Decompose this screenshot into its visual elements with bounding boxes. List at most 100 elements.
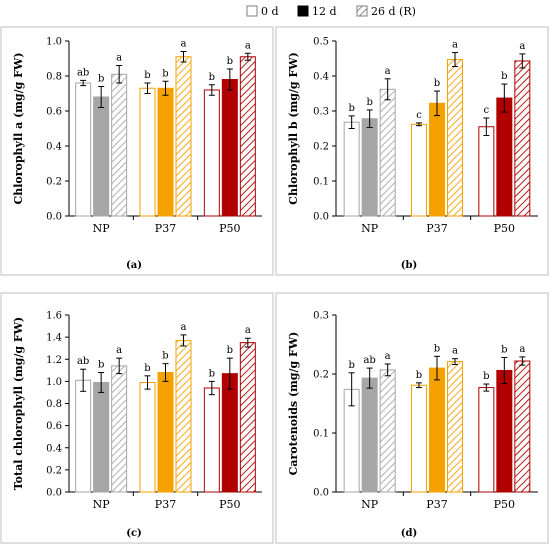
bar [157,372,174,493]
y-tick-label: 0.2 [313,370,329,381]
bar [93,96,110,217]
significance-letter: a [452,40,458,51]
panel-label-d: (d) [400,528,418,539]
panel-c: 0.0 0.2 0.4 0.6 0.8 1.0 1.2 1.4 1.6 Total chlorop… [0,292,275,544]
y-tick-label: 0.3 [313,107,329,118]
bar [75,379,92,493]
panel-border [0,26,274,276]
bar [447,361,463,493]
chart-total-chlorophyll: 0.0 0.2 0.4 0.6 0.8 1.0 1.2 1.4 1.6 Total chlorop… [0,292,274,544]
bar [239,342,256,493]
significance-letter: b [227,345,233,356]
significance-letter: b [416,370,422,381]
significance-letter: a [245,40,251,51]
legend-label-0: 0 d [261,5,279,18]
bar [221,373,238,493]
significance-letter: c [416,110,422,121]
y-tick-label: 0.6 [46,421,62,432]
bar [203,89,220,217]
bar [221,79,238,217]
x-tick-label: P50 [494,498,515,511]
significance-letter: a [452,346,458,357]
bar [111,73,128,217]
y-tick-label: 0.5 [313,37,329,48]
significance-letter: a [116,345,122,356]
bar [361,118,378,217]
legend-swatch-0 [246,5,258,17]
bar [157,87,174,217]
significance-letter: ab [77,356,89,367]
panel-border [0,292,274,544]
significance-letter: c [484,105,490,116]
x-tick-label: P50 [219,498,240,511]
significance-letter: a [385,351,391,362]
significance-letter: b [98,360,104,371]
bar [361,377,378,493]
bar [478,387,495,493]
y-axis-label: Carotenoids (mg/g FW) [287,332,300,476]
y-tick-label: 1.0 [46,37,62,48]
bar [496,369,513,493]
bar [203,387,220,493]
bar [429,367,445,493]
bar [343,121,360,217]
bar [496,97,513,217]
y-axis-label: Total chlorophyll (mg/g FW) [12,317,25,491]
significance-letter: b [434,343,440,354]
significance-letter: b [501,344,507,355]
legend-label-1: 12 d [312,5,337,18]
bar [75,82,92,217]
y-tick-label: 0.4 [313,72,329,83]
significance-letter: b [162,68,168,79]
x-tick-label: P37 [155,222,176,235]
y-tick-label: 1.4 [46,333,62,344]
legend: 0 d 12 d 26 d (R) [246,5,416,18]
bar [139,87,156,217]
x-tick-label: P50 [494,222,515,235]
y-tick-label: 0.8 [46,72,62,83]
bar [514,360,531,493]
bar [429,102,445,217]
y-tick-label: 0.4 [46,443,62,454]
y-tick-label: 0.6 [46,107,62,118]
x-tick-label: NP [93,498,111,511]
significance-letter: b [209,72,215,83]
significance-letter: b [366,97,372,108]
bar [93,381,110,493]
y-tick-label: 0.8 [46,399,62,410]
significance-letter: b [144,363,150,374]
legend-label-2: 26 d (R) [371,5,416,18]
x-tick-label: NP [93,222,111,235]
significance-letter: b [209,368,215,379]
y-tick-label: 0.2 [46,465,62,476]
panel-b: 0.0 0.1 0.2 0.3 0.4 0.5 Chlorophyll b (mg/g FW… [275,26,550,276]
bar [478,126,495,217]
significance-letter: b [227,56,233,67]
y-tick-label: 0.2 [46,177,62,188]
bar [514,60,531,217]
bar [175,56,192,217]
legend-swatch-1 [297,5,309,17]
bar [411,123,427,217]
panel-border [275,292,549,544]
significance-letter: a [245,325,251,336]
significance-letter: b [434,78,440,89]
significance-letter: b [348,360,354,371]
panel-label-a: (a) [126,260,142,271]
panel-d: 0.0 0.1 0.2 0.3 Carotenoids (mg/g FW) NP b ab a P… [275,292,550,544]
y-axis-label: Chlorophyll a (mg/g FW) [12,52,25,204]
bar [111,365,128,493]
significance-letter: ab [77,67,89,78]
significance-letter: ab [363,355,375,366]
y-tick-label: 0.0 [46,488,62,499]
x-tick-label: P37 [426,498,447,511]
y-axis-label: Chlorophyll b (mg/g FW) [287,52,300,205]
panel-a: 0.0 0.2 0.4 0.6 0.8 1.0 Chlorophyll a (mg/g FW… [0,26,275,276]
y-tick-label: 0.0 [313,488,329,499]
legend-swatch-2 [356,5,368,17]
significance-letter: a [519,41,525,52]
bar [379,88,396,217]
panel-label-c: (c) [126,528,142,539]
y-tick-label: 0.0 [46,212,62,223]
